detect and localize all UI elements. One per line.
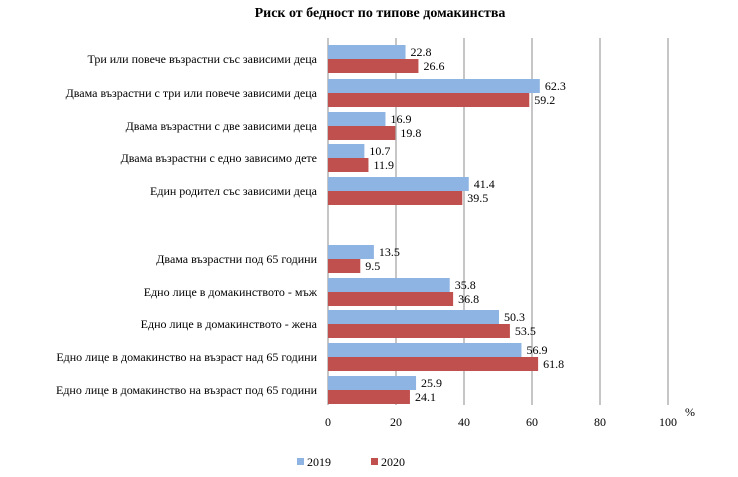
legend-swatch-2019	[297, 458, 304, 465]
value-label-2020: 61.8	[543, 357, 564, 371]
legend-swatch-2020	[371, 458, 378, 465]
value-label-2019: 10.7	[369, 144, 390, 158]
bar-2019	[328, 144, 365, 158]
value-label-2019: 25.9	[421, 376, 442, 390]
bar-2019	[328, 79, 540, 93]
bar-2019	[328, 45, 406, 59]
value-label-2020: 19.8	[400, 126, 421, 140]
x-tick-label: 20	[390, 415, 402, 429]
value-label-2020: 39.5	[467, 191, 488, 205]
bar-2019	[328, 376, 417, 390]
bar-2020	[328, 292, 454, 306]
category-label: Едно лице в домакинство на възраст под 6…	[56, 383, 318, 397]
value-label-2020: 26.6	[423, 59, 444, 73]
value-label-2020: 24.1	[415, 390, 436, 404]
bar-2019	[328, 245, 374, 259]
value-label-2019: 62.3	[545, 79, 566, 93]
category-label: Три или повече възрастни със зависими де…	[87, 52, 317, 66]
bar-2020	[328, 158, 369, 172]
x-tick-label: 0	[325, 415, 331, 429]
value-label-2019: 41.4	[474, 177, 495, 191]
category-label: Двама възрастни с едно зависимо дете	[121, 151, 317, 165]
bar-2020	[328, 59, 419, 73]
bar-2019	[328, 177, 469, 191]
bar-2019	[328, 278, 450, 292]
category-label: Едно лице в домакинството - жена	[141, 317, 318, 331]
value-label-2019: 56.9	[526, 343, 547, 357]
value-label-2019: 22.8	[411, 45, 432, 59]
category-label: Двама възрастни под 65 години	[156, 252, 317, 266]
value-label-2020: 36.8	[458, 292, 479, 306]
value-label-2020: 11.9	[373, 158, 394, 172]
x-tick-label: 80	[594, 415, 606, 429]
bar-2020	[328, 357, 539, 371]
value-label-2019: 50.3	[504, 310, 525, 324]
bar-2020	[328, 191, 463, 205]
legend-label-2020: 2020	[381, 455, 405, 469]
x-tick-label: 40	[458, 415, 470, 429]
value-label-2020: 53.5	[515, 324, 536, 338]
category-label: Един родител със зависими деца	[150, 184, 318, 198]
bar-2019	[328, 343, 522, 357]
category-label: Двама възрастни с две зависими деца	[126, 119, 318, 133]
chart-title: Риск от бедност по типове домакинства	[255, 6, 506, 21]
bar-2020	[328, 259, 361, 273]
bar-2020	[328, 390, 410, 404]
x-tick-label: 100	[659, 415, 677, 429]
bar-2020	[328, 93, 530, 107]
value-label-2019: 35.8	[455, 278, 476, 292]
bar-2020	[328, 126, 396, 140]
bar-2019	[328, 310, 500, 324]
value-label-2019: 16.9	[390, 112, 411, 126]
legend-label-2019: 2019	[307, 455, 331, 469]
value-label-2020: 59.2	[534, 93, 555, 107]
category-label: Едно лице в домакинството - мъж	[144, 285, 318, 299]
category-label: Едно лице в домакинство на възраст над 6…	[56, 350, 317, 364]
unit-label: %	[685, 405, 695, 419]
value-label-2019: 13.5	[379, 245, 400, 259]
category-label: Двама възрастни с три или повече зависим…	[66, 86, 318, 100]
bar-2019	[328, 112, 386, 126]
value-label-2020: 9.5	[365, 259, 380, 273]
x-tick-label: 60	[526, 415, 538, 429]
bar-2020	[328, 324, 510, 338]
